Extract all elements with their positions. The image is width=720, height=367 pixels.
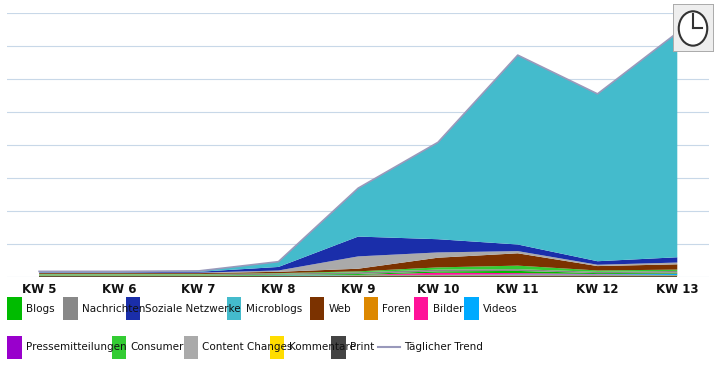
Text: Blogs: Blogs [26, 304, 55, 313]
Text: Microblogs: Microblogs [246, 304, 302, 313]
Bar [7, 297, 22, 320]
Text: Consumer: Consumer [130, 342, 184, 352]
Bar [112, 335, 126, 359]
Text: Print: Print [350, 342, 374, 352]
Text: Soziale Netzwerke: Soziale Netzwerke [145, 304, 240, 313]
Bar [364, 297, 378, 320]
Bar [310, 297, 324, 320]
Bar [270, 335, 284, 359]
Text: Foren: Foren [382, 304, 411, 313]
Text: Videos: Videos [483, 304, 518, 313]
Bar [331, 335, 346, 359]
Text: Pressemitteilungen: Pressemitteilungen [26, 342, 127, 352]
Text: Nachrichten: Nachrichten [82, 304, 145, 313]
Text: Täglicher Trend: Täglicher Trend [404, 342, 483, 352]
Bar [464, 297, 479, 320]
Text: Kommentare: Kommentare [289, 342, 356, 352]
Text: Content Changes: Content Changes [202, 342, 293, 352]
Circle shape [679, 11, 707, 46]
Bar [414, 297, 428, 320]
Text: Web: Web [328, 304, 351, 313]
Bar [126, 297, 140, 320]
Text: Bilder: Bilder [433, 304, 463, 313]
Bar [227, 297, 241, 320]
Bar [7, 335, 22, 359]
Bar [184, 335, 198, 359]
Bar [63, 297, 78, 320]
